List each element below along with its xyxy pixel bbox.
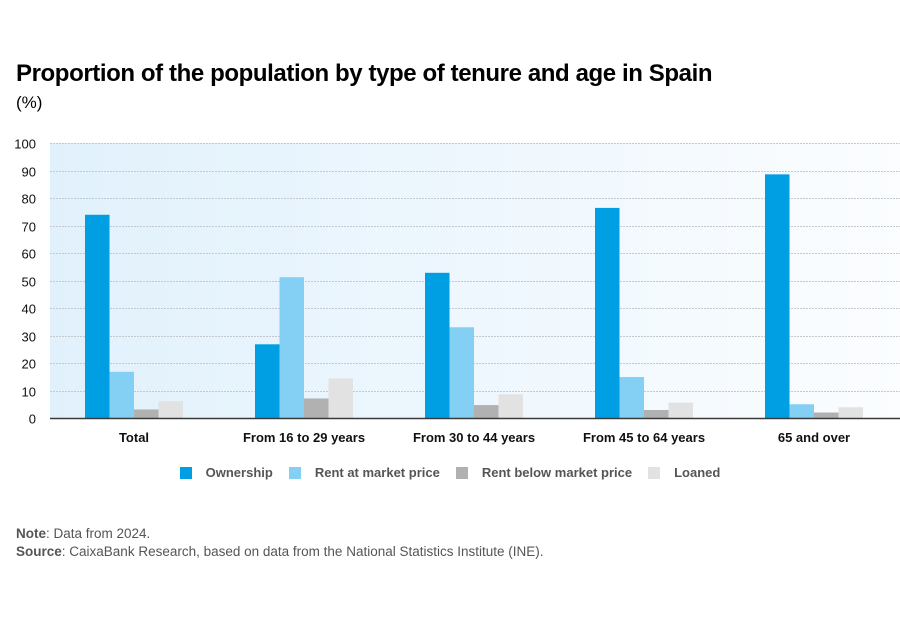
y-tick-label: 90: [22, 165, 36, 180]
legend-swatch: [179, 466, 192, 479]
legend-item: Loaned: [648, 465, 720, 480]
y-tick-label: 50: [22, 275, 36, 290]
legend-swatch: [648, 466, 661, 479]
legend-swatch: [288, 466, 301, 479]
source-line: Source: CaixaBank Research, based on dat…: [16, 543, 544, 561]
y-tick-label: 10: [22, 385, 36, 400]
bar-ownership: [425, 272, 450, 418]
note-line: Note: Data from 2024.: [16, 525, 544, 543]
bar-rent-at-market-price: [449, 327, 474, 418]
y-tick-label: 30: [22, 330, 36, 345]
bar-loaned: [668, 402, 693, 418]
x-tick-label: From 16 to 29 years: [243, 430, 365, 445]
bar-ownership: [255, 344, 280, 418]
source-text: : CaixaBank Research, based on data from…: [61, 544, 544, 559]
bar-ownership: [595, 207, 620, 418]
bar-loaned: [838, 407, 863, 418]
bar-rent-below-market-price: [474, 405, 499, 418]
bar-rent-at-market-price: [279, 277, 304, 418]
bar-ownership: [85, 214, 110, 418]
legend-item: Rent at market price: [288, 465, 440, 480]
notes: Note: Data from 2024. Source: CaixaBank …: [16, 525, 544, 561]
x-tick-label: From 45 to 64 years: [583, 430, 705, 445]
legend-item: Rent below market price: [455, 465, 633, 480]
y-tick-label: 70: [22, 220, 36, 235]
legend-label: Rent below market price: [481, 465, 633, 480]
gridlines: [50, 143, 900, 392]
bar-rent-at-market-price: [789, 404, 814, 418]
bar-loaned: [498, 394, 523, 418]
y-tick-label: 100: [14, 137, 36, 152]
bar-loaned: [328, 378, 353, 418]
y-tick-label: 40: [22, 302, 36, 317]
legend-item: Ownership: [179, 465, 273, 480]
legend: Ownership Rent at market price Rent below …: [0, 465, 900, 480]
y-tick-label: 60: [22, 247, 36, 262]
y-tick-label: 20: [22, 357, 36, 372]
chart-title: Proportion of the population by type of …: [16, 60, 713, 87]
legend-label: Ownership: [205, 465, 273, 480]
bar-loaned: [158, 401, 183, 418]
note-label: Note: [16, 526, 46, 541]
y-tick-label: 0: [29, 412, 36, 427]
bars: [85, 174, 863, 418]
bar-rent-at-market-price: [109, 371, 134, 418]
bar-rent-below-market-price: [304, 398, 329, 418]
source-label: Source: [16, 544, 62, 559]
note-text: : Data from 2024.: [46, 526, 151, 541]
plot-background: [50, 143, 900, 418]
y-axis-ticks: 0 10 20 30 40 50 60 70 80 90 100: [14, 137, 36, 427]
chart-subtitle: (%): [16, 93, 43, 112]
x-tick-label: Total: [119, 430, 149, 445]
bar-chart: 0 10 20 30 40 50 60 70 80 90 100 Total From 16 to 2…: [14, 137, 900, 445]
bar-ownership: [765, 174, 790, 418]
x-tick-label: From 30 to 44 years: [413, 430, 535, 445]
y-tick-label: 80: [22, 192, 36, 207]
x-axis-labels: Total From 16 to 29 years From 30 to 44 ye…: [119, 430, 850, 445]
x-tick-label: 65 and over: [778, 430, 850, 445]
legend-label: Loaned: [674, 465, 721, 480]
legend-label: Rent at market price: [314, 465, 440, 480]
bar-rent-below-market-price: [644, 410, 669, 418]
legend-swatch: [455, 466, 468, 479]
bar-rent-at-market-price: [619, 377, 644, 418]
bar-rent-below-market-price: [814, 412, 839, 418]
bar-rent-below-market-price: [134, 409, 159, 418]
